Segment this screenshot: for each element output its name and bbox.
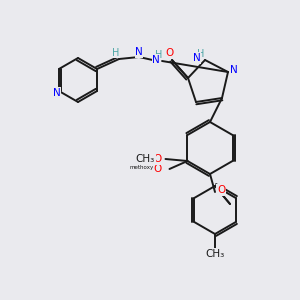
Text: CH₃: CH₃ bbox=[206, 249, 225, 259]
Text: N: N bbox=[230, 65, 238, 75]
Text: N: N bbox=[152, 55, 160, 65]
Text: CH₃: CH₃ bbox=[136, 154, 155, 164]
Text: H: H bbox=[155, 50, 163, 60]
Text: H: H bbox=[197, 49, 205, 59]
Text: N: N bbox=[193, 53, 201, 63]
Text: N: N bbox=[53, 88, 61, 98]
Text: N: N bbox=[135, 47, 143, 57]
Text: O: O bbox=[166, 48, 174, 58]
Text: O: O bbox=[217, 185, 225, 195]
Text: O: O bbox=[153, 164, 162, 174]
Text: O: O bbox=[153, 154, 162, 164]
Text: H: H bbox=[112, 48, 120, 58]
Text: methoxy: methoxy bbox=[129, 166, 154, 170]
